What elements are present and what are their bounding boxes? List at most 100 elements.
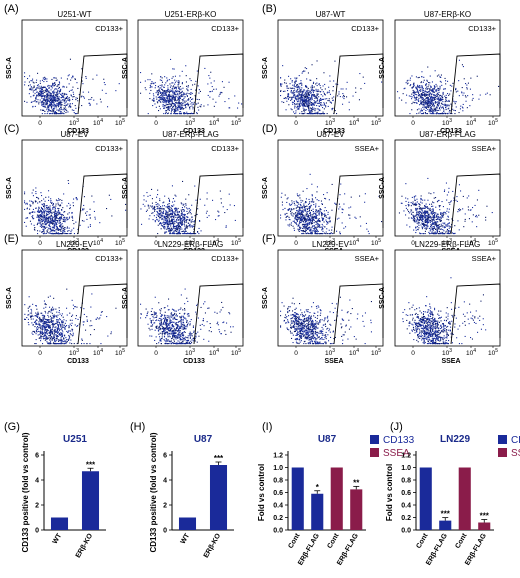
event-dot <box>465 100 467 102</box>
event-dot <box>160 217 162 219</box>
event-dot <box>425 94 427 96</box>
event-dot <box>46 213 48 215</box>
gate-label: SSEA+ <box>355 144 380 153</box>
event-dot <box>28 212 30 214</box>
event-dot <box>26 208 28 210</box>
event-dot <box>55 101 57 103</box>
event-dot <box>310 230 312 232</box>
event-dot <box>340 88 342 90</box>
event-dot <box>48 109 50 111</box>
event-dot <box>290 209 292 211</box>
event-dot <box>57 232 59 234</box>
event-dot <box>168 205 170 207</box>
event-dot <box>70 106 72 108</box>
event-dot <box>326 113 328 115</box>
event-dot <box>59 224 61 226</box>
event-dot <box>294 213 296 215</box>
event-dot <box>162 212 164 214</box>
event-dot <box>41 231 43 233</box>
event-dot <box>290 213 292 215</box>
event-dot <box>433 202 435 204</box>
event-dot <box>162 91 164 93</box>
event-dot <box>322 225 324 227</box>
event-dot <box>49 96 51 98</box>
event-dot <box>406 80 408 82</box>
event-dot <box>153 100 155 102</box>
event-dot <box>322 91 324 93</box>
event-dot <box>185 226 187 228</box>
event-dot <box>199 105 201 107</box>
event-dot <box>290 224 292 226</box>
event-dot <box>157 215 159 217</box>
event-dot <box>168 106 170 108</box>
event-dot <box>438 94 440 96</box>
event-dot <box>171 97 173 99</box>
event-dot <box>175 90 177 92</box>
event-dot <box>282 65 284 67</box>
event-dot <box>83 208 85 210</box>
event-dot <box>446 97 448 99</box>
event-dot <box>301 84 303 86</box>
event-dot <box>64 106 66 108</box>
event-dot <box>443 113 445 115</box>
event-dot <box>174 75 176 77</box>
event-dot <box>281 204 283 206</box>
event-dot <box>35 201 37 203</box>
event-dot <box>450 200 452 202</box>
event-dot <box>299 221 301 223</box>
x-tick-label: 105 <box>115 238 125 247</box>
event-dot <box>59 109 61 111</box>
event-dot <box>443 211 445 213</box>
event-dot <box>183 210 185 212</box>
event-dot <box>320 94 322 96</box>
event-dot <box>162 97 164 99</box>
event-dot <box>50 215 52 217</box>
event-dot <box>68 212 70 214</box>
event-dot <box>412 201 414 203</box>
event-dot <box>169 228 171 230</box>
event-dot <box>151 198 153 200</box>
event-dot <box>460 209 462 211</box>
event-dot <box>435 212 437 214</box>
event-dot <box>25 203 27 205</box>
event-dot <box>336 230 338 232</box>
event-dot <box>432 91 434 93</box>
event-dot <box>420 86 422 88</box>
event-dot <box>44 216 46 218</box>
event-dot <box>319 233 321 235</box>
event-dot <box>319 210 321 212</box>
event-dot <box>362 76 364 78</box>
event-dot <box>165 91 167 93</box>
event-dot <box>55 112 57 114</box>
panel-label: (A) <box>4 3 19 15</box>
event-dot <box>46 231 48 233</box>
event-dot <box>38 92 40 94</box>
event-dot <box>54 215 56 217</box>
event-dot <box>301 210 303 212</box>
event-dot <box>59 91 61 93</box>
event-dot <box>439 76 441 78</box>
event-dot <box>301 87 303 89</box>
event-dot <box>195 103 197 105</box>
event-dot <box>326 228 328 230</box>
event-dot <box>301 98 303 100</box>
event-dot <box>444 101 446 103</box>
event-dot <box>325 106 327 108</box>
event-dot <box>68 106 70 108</box>
event-dot <box>443 104 445 106</box>
event-dot <box>435 110 437 112</box>
event-dot <box>69 58 71 60</box>
event-dot <box>72 219 74 221</box>
event-dot <box>158 110 160 112</box>
event-dot <box>174 86 176 88</box>
event-dot <box>299 99 301 101</box>
event-dot <box>421 109 423 111</box>
event-dot <box>166 95 168 97</box>
event-dot <box>306 90 308 92</box>
event-dot <box>41 207 43 209</box>
event-dot <box>434 224 436 226</box>
event-dot <box>24 72 26 74</box>
event-dot <box>164 92 166 94</box>
event-dot <box>289 219 291 221</box>
event-dot <box>179 233 181 235</box>
